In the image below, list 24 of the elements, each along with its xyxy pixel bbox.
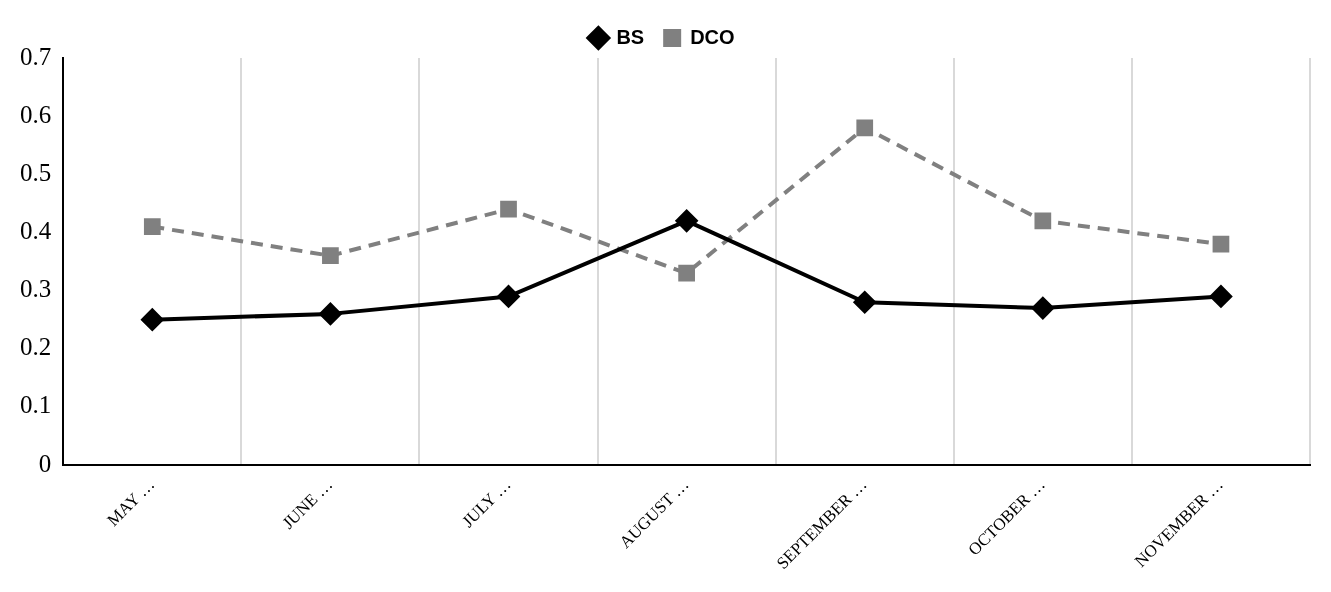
y-tick-label: 0	[38, 449, 52, 477]
point	[500, 200, 517, 218]
y-tick-label: 0.3	[20, 275, 52, 303]
y-tick-label: 0.6	[20, 100, 52, 128]
point	[319, 302, 342, 325]
legend-label: BS	[616, 25, 645, 48]
point	[1034, 212, 1052, 230]
legend-label: DCO	[690, 25, 735, 48]
y-tick-label: 0.1	[20, 391, 52, 419]
point	[856, 119, 874, 137]
point	[143, 218, 161, 236]
point	[853, 291, 876, 314]
point	[1209, 285, 1232, 308]
y-tick-label: 0.4	[20, 217, 52, 245]
point	[675, 209, 698, 232]
point	[497, 285, 520, 308]
y-tick-label: 0.2	[20, 333, 52, 361]
point	[322, 247, 339, 265]
point	[1031, 297, 1054, 320]
point	[1212, 235, 1230, 253]
point	[141, 308, 164, 331]
y-tick-label: 0.7	[20, 42, 52, 70]
y-tick-label: 0.5	[20, 158, 52, 186]
point	[678, 264, 695, 282]
